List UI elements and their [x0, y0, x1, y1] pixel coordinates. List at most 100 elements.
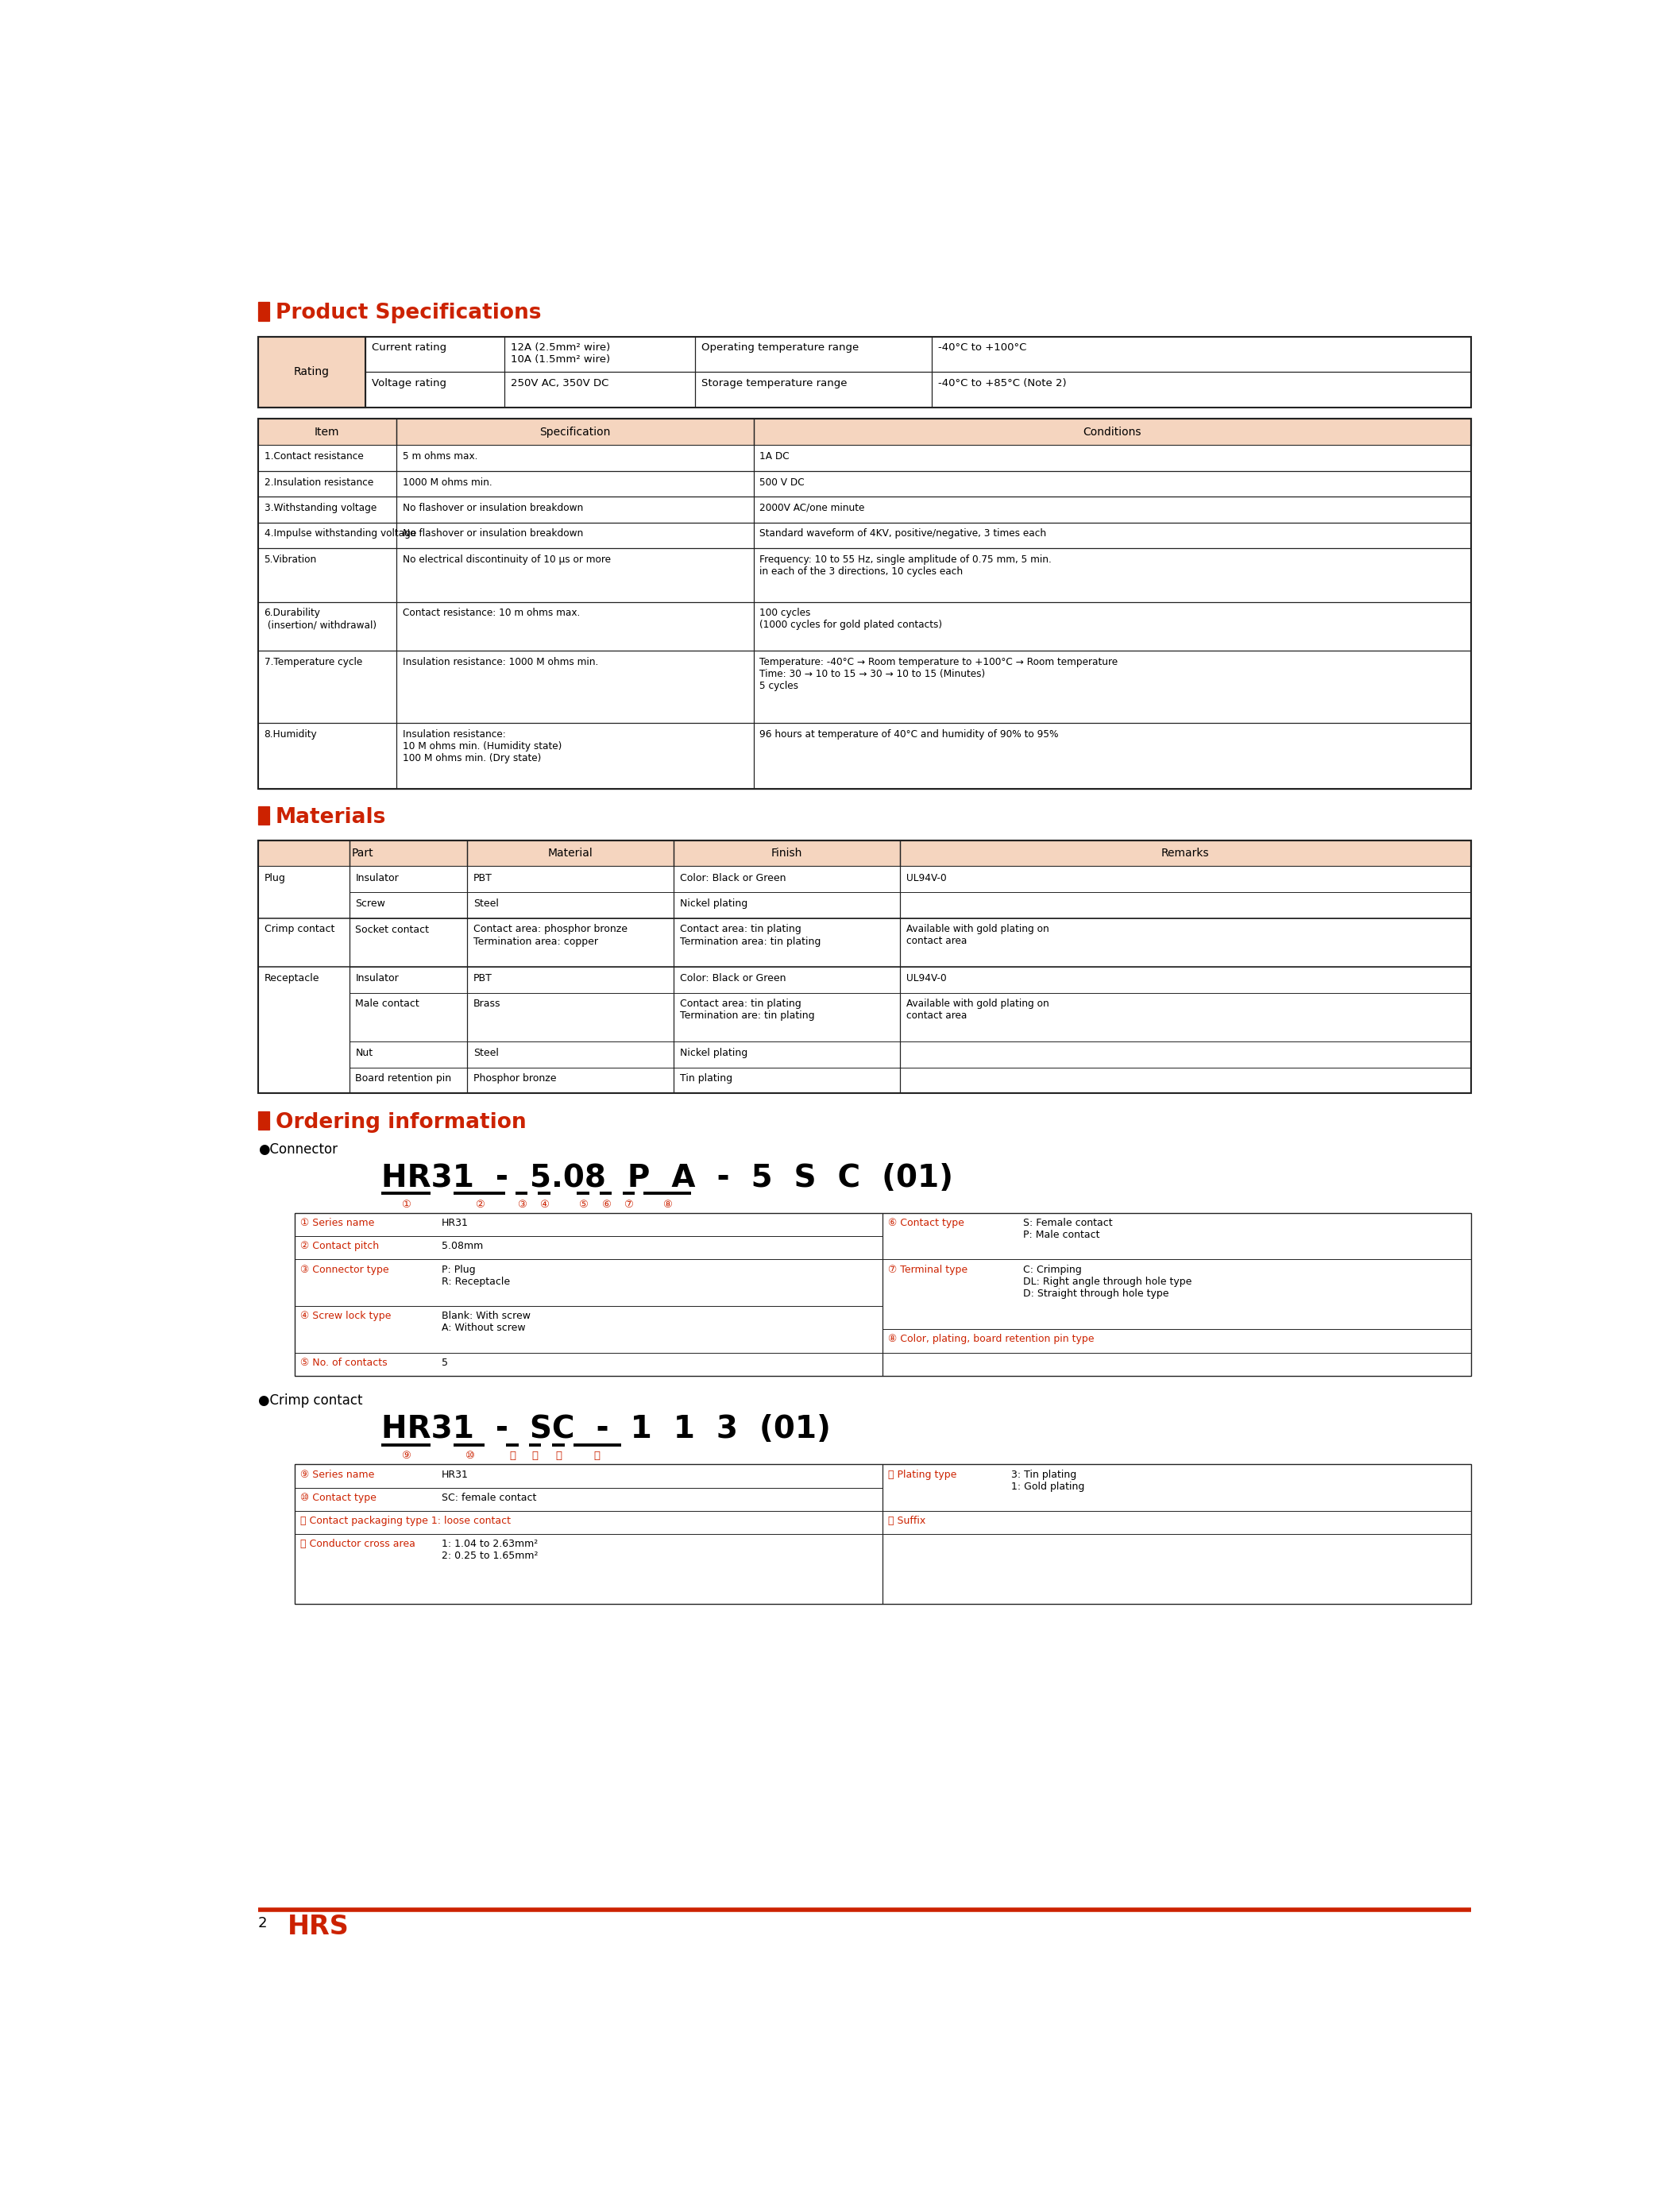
- Bar: [900, 967, 1470, 993]
- Bar: [259, 601, 396, 652]
- Bar: [932, 372, 1470, 407]
- Bar: [467, 1067, 674, 1094]
- Text: S: Female contact
P: Male contact: S: Female contact P: Male contact: [1023, 1218, 1112, 1240]
- Text: Contact area: tin plating
Termination area: tin plating: Contact area: tin plating Termination ar…: [680, 925, 820, 947]
- Text: P: Plug
R: Receptacle: P: Plug R: Receptacle: [442, 1264, 509, 1286]
- Bar: [396, 652, 754, 724]
- Bar: [396, 549, 754, 601]
- Text: ⑫ Conductor cross area: ⑫ Conductor cross area: [299, 1540, 415, 1548]
- Bar: [900, 993, 1470, 1041]
- Bar: [259, 337, 1470, 407]
- Text: Insulator: Insulator: [354, 973, 398, 984]
- Text: Item: Item: [314, 426, 339, 437]
- Text: 7.Temperature cycle: 7.Temperature cycle: [264, 656, 363, 667]
- Text: ●Connector: ●Connector: [259, 1142, 338, 1157]
- Bar: [296, 1465, 1470, 1603]
- Text: Plug: Plug: [264, 873, 286, 884]
- Text: Finish: Finish: [771, 849, 803, 859]
- Bar: [259, 652, 396, 724]
- Text: Current rating: Current rating: [371, 343, 447, 352]
- Text: Insulator: Insulator: [354, 873, 398, 884]
- Text: 5: 5: [442, 1358, 449, 1367]
- Text: Tin plating: Tin plating: [680, 1074, 732, 1085]
- Text: HR31  -  5.08  P  A  -  5  S  C  (01): HR31 - 5.08 P A - 5 S C (01): [381, 1163, 953, 1194]
- Bar: [396, 446, 754, 470]
- Bar: [259, 840, 1470, 1094]
- Bar: [259, 840, 467, 866]
- Bar: [467, 866, 674, 892]
- Text: ① Series name: ① Series name: [299, 1218, 375, 1229]
- Text: Part: Part: [351, 849, 373, 859]
- Bar: [259, 549, 396, 601]
- Text: 1000 M ohms min.: 1000 M ohms min.: [403, 477, 492, 488]
- Text: ⑭: ⑭: [595, 1450, 600, 1461]
- Text: ⑤: ⑤: [578, 1198, 588, 1209]
- Bar: [349, 919, 467, 967]
- Text: 12A (2.5mm² wire)
10A (1.5mm² wire): 12A (2.5mm² wire) 10A (1.5mm² wire): [511, 343, 610, 365]
- Text: SC: female contact: SC: female contact: [442, 1492, 536, 1502]
- Bar: [467, 1041, 674, 1067]
- Text: HR31  -  SC  -  1  1  3  (01): HR31 - SC - 1 1 3 (01): [381, 1415, 830, 1443]
- Text: Voltage rating: Voltage rating: [371, 378, 447, 389]
- Text: HRS: HRS: [287, 1914, 349, 1940]
- Text: Ordering information: Ordering information: [276, 1111, 526, 1133]
- Bar: [467, 840, 674, 866]
- Text: Receptacle: Receptacle: [264, 973, 319, 984]
- Bar: [349, 967, 467, 993]
- Bar: [754, 724, 1470, 790]
- Text: ⑨: ⑨: [402, 1450, 410, 1461]
- Text: ⑧: ⑧: [662, 1198, 672, 1209]
- Bar: [259, 446, 396, 470]
- Text: ⑩ Contact type: ⑩ Contact type: [299, 1492, 376, 1502]
- Text: 5.08mm: 5.08mm: [442, 1242, 482, 1251]
- Text: Available with gold plating on
contact area: Available with gold plating on contact a…: [906, 999, 1048, 1021]
- Text: Insulation resistance:
10 M ohms min. (Humidity state)
100 M ohms min. (Dry stat: Insulation resistance: 10 M ohms min. (H…: [403, 728, 561, 763]
- Bar: [259, 418, 1470, 446]
- Text: ⑪ Contact packaging type 1: loose contact: ⑪ Contact packaging type 1: loose contac…: [299, 1516, 511, 1527]
- Bar: [259, 967, 349, 1094]
- Text: UL94V-0: UL94V-0: [906, 973, 946, 984]
- Bar: [900, 1067, 1470, 1094]
- Text: Storage temperature range: Storage temperature range: [701, 378, 847, 389]
- Text: 250V AC, 350V DC: 250V AC, 350V DC: [511, 378, 608, 389]
- Text: Brass: Brass: [474, 999, 501, 1008]
- Text: 96 hours at temperature of 40°C and humidity of 90% to 95%: 96 hours at temperature of 40°C and humi…: [759, 728, 1058, 739]
- Text: ③ Connector type: ③ Connector type: [299, 1264, 388, 1275]
- Text: Material: Material: [548, 849, 593, 859]
- Text: Phosphor bronze: Phosphor bronze: [474, 1074, 556, 1085]
- Text: PBT: PBT: [474, 873, 492, 884]
- Text: 3.Withstanding voltage: 3.Withstanding voltage: [264, 503, 376, 514]
- Bar: [754, 523, 1470, 549]
- Bar: [754, 446, 1470, 470]
- Bar: [932, 337, 1470, 372]
- Text: ④ Screw lock type: ④ Screw lock type: [299, 1310, 391, 1321]
- Text: 500 V DC: 500 V DC: [759, 477, 805, 488]
- Bar: [396, 523, 754, 549]
- Text: Steel: Steel: [474, 1048, 499, 1059]
- Text: ⑬: ⑬: [556, 1450, 561, 1461]
- Bar: [259, 418, 396, 446]
- Text: 1A DC: 1A DC: [759, 451, 790, 461]
- Text: Board retention pin: Board retention pin: [354, 1074, 452, 1085]
- Text: ⑩: ⑩: [464, 1450, 474, 1461]
- Bar: [396, 496, 754, 523]
- Bar: [900, 919, 1470, 967]
- Text: PBT: PBT: [474, 973, 492, 984]
- Bar: [754, 601, 1470, 652]
- Text: Available with gold plating on
contact area: Available with gold plating on contact a…: [906, 925, 1048, 947]
- Text: ⑥ Contact type: ⑥ Contact type: [887, 1218, 964, 1229]
- Bar: [366, 337, 504, 372]
- Bar: [674, 1041, 900, 1067]
- Text: Materials: Materials: [276, 807, 386, 827]
- Text: ①: ①: [402, 1198, 410, 1209]
- Text: 1.Contact resistance: 1.Contact resistance: [264, 451, 363, 461]
- Bar: [296, 1214, 1470, 1376]
- Text: ②: ②: [475, 1198, 484, 1209]
- Text: Contact area: tin plating
Termination are: tin plating: Contact area: tin plating Termination ar…: [680, 999, 815, 1021]
- Text: ⑨ Series name: ⑨ Series name: [299, 1470, 375, 1481]
- Text: HR31: HR31: [442, 1470, 469, 1481]
- Bar: [754, 418, 1470, 446]
- Text: ⑬ Plating type: ⑬ Plating type: [887, 1470, 956, 1481]
- Text: No electrical discontinuity of 10 μs or more: No electrical discontinuity of 10 μs or …: [403, 553, 612, 564]
- Text: Standard waveform of 4KV, positive/negative, 3 times each: Standard waveform of 4KV, positive/negat…: [759, 529, 1047, 538]
